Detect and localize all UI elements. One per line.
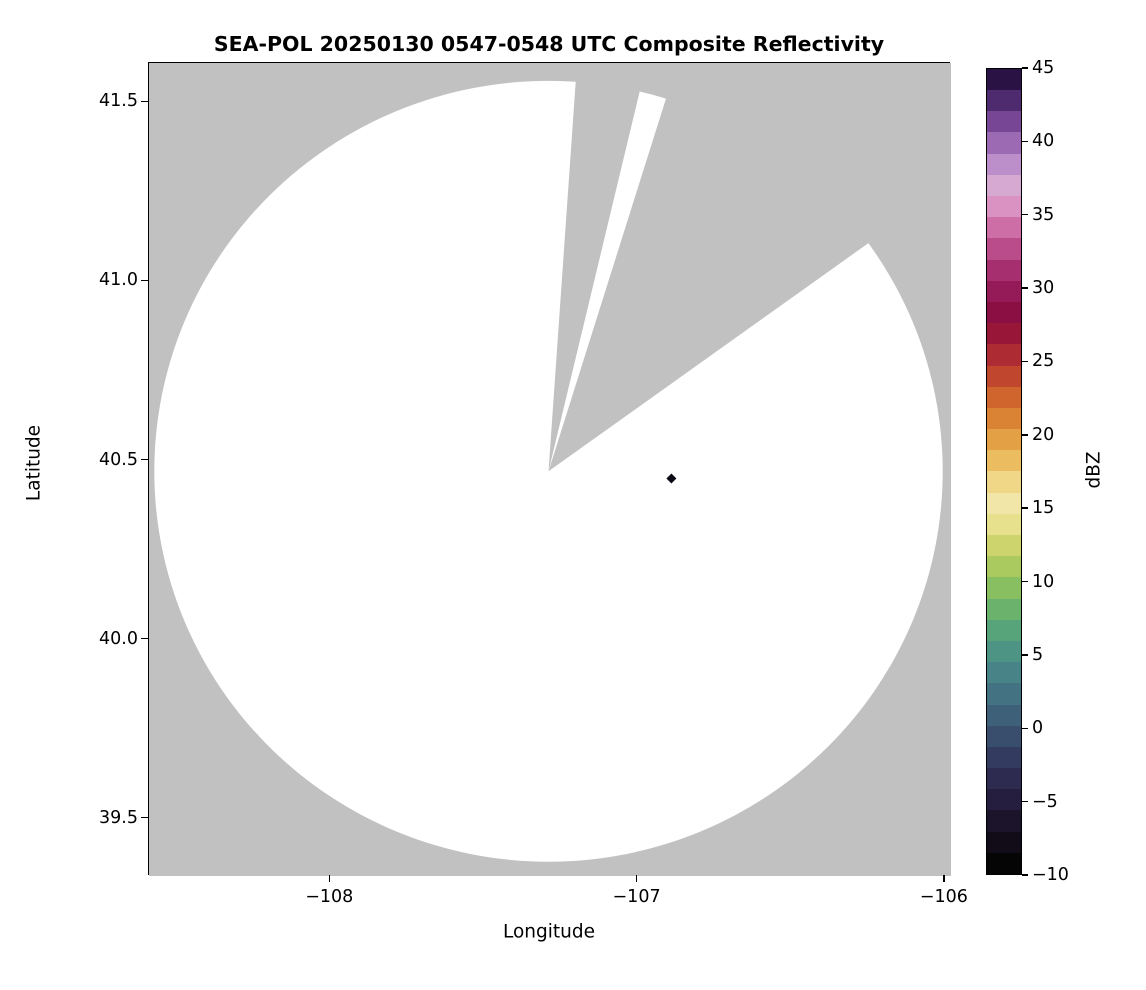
colorbar-band: [987, 619, 1021, 641]
colorbar-band: [987, 344, 1021, 366]
colorbar-tick-label: 30: [1032, 278, 1055, 299]
y-tick-label: 41.0: [99, 270, 138, 291]
colorbar-band: [987, 301, 1021, 324]
colorbar-band: [987, 513, 1021, 535]
colorbar-tick-mark: [1022, 874, 1028, 876]
y-tick-label: 40.5: [99, 449, 138, 470]
y-tick-mark: [141, 637, 148, 640]
x-tick-label: −108: [305, 887, 354, 907]
colorbar-tick-label: 5: [1032, 644, 1044, 665]
colorbar-band: [987, 174, 1021, 196]
colorbar-band: [987, 556, 1021, 578]
colorbar-band: [987, 365, 1021, 387]
colorbar-tick-mark: [1022, 654, 1028, 656]
colorbar-tick-label: 20: [1032, 424, 1055, 445]
colorbar-band: [987, 768, 1021, 790]
colorbar-band: [987, 386, 1021, 408]
colorbar-band: [987, 196, 1021, 218]
colorbar-band: [987, 683, 1021, 705]
colorbar-tick-label: 40: [1032, 131, 1055, 152]
colorbar-band: [987, 90, 1021, 112]
colorbar-band: [987, 746, 1021, 769]
colorbar-band: [987, 153, 1021, 175]
colorbar-tick-mark: [1022, 360, 1028, 363]
colorbar-tick-label: 10: [1032, 571, 1055, 592]
colorbar-band: [987, 68, 1021, 91]
colorbar-tick-mark: [1022, 727, 1028, 730]
colorbar-band: [987, 407, 1021, 430]
figure-title: SEA-POL 20250130 0547-0548 UTC Composite…: [213, 32, 885, 56]
colorbar-label: dBZ: [1083, 451, 1105, 489]
colorbar-tick-mark: [1022, 507, 1028, 509]
colorbar-band: [987, 704, 1021, 726]
y-tick-label: 40.0: [99, 628, 138, 649]
blocked-sector: [548, 63, 951, 472]
colorbar-band: [987, 831, 1021, 853]
colorbar-gradient: [987, 68, 1021, 874]
colorbar-tick-label: −5: [1032, 791, 1058, 812]
y-tick-label: 41.5: [99, 91, 138, 112]
colorbar-band: [987, 598, 1021, 620]
colorbar-band: [987, 471, 1021, 493]
colorbar-tick-mark: [1022, 800, 1028, 803]
colorbar-band: [987, 662, 1021, 684]
colorbar-band: [987, 789, 1021, 811]
colorbar-band: [987, 429, 1021, 451]
colorbar-band: [987, 259, 1021, 281]
radar-ppi-canvas: [149, 63, 951, 876]
y-tick-mark: [141, 279, 148, 282]
colorbar-tick-label: 35: [1032, 204, 1055, 225]
y-tick-mark: [141, 816, 148, 819]
colorbar-band: [987, 810, 1021, 832]
echo-marker: [666, 473, 677, 484]
colorbar-band: [987, 238, 1021, 260]
colorbar-tick-mark: [1022, 213, 1028, 216]
colorbar-band: [987, 640, 1021, 663]
colorbar-band: [987, 725, 1021, 747]
y-tick-mark: [141, 458, 148, 461]
blocked-sector: [548, 63, 647, 472]
x-tick-mark: [943, 875, 945, 882]
x-tick-label: −107: [612, 887, 661, 907]
x-tick-mark: [635, 875, 638, 882]
colorbar-band: [987, 111, 1021, 133]
plot-area: [148, 62, 951, 876]
colorbar-tick-label: −10: [1032, 865, 1069, 885]
colorbar-band: [987, 492, 1021, 514]
colorbar-band: [987, 280, 1021, 302]
y-tick-label: 39.5: [99, 807, 138, 828]
colorbar-band: [987, 450, 1021, 472]
colorbar-tick-mark: [1022, 287, 1028, 289]
colorbar-band: [987, 132, 1021, 154]
colorbar-tick-mark: [1022, 434, 1028, 436]
y-tick-mark: [141, 100, 148, 103]
x-tick-mark: [328, 875, 331, 882]
colorbar-tick-label: 25: [1032, 351, 1055, 372]
x-tick-label: −106: [919, 887, 968, 907]
colorbar-band: [987, 852, 1021, 874]
colorbar-tick-label: 45: [1032, 58, 1055, 78]
colorbar-band: [987, 535, 1021, 557]
colorbar: [986, 68, 1022, 875]
colorbar-tick-mark: [1022, 67, 1028, 69]
colorbar-tick-mark: [1022, 580, 1028, 583]
colorbar-tick-mark: [1022, 140, 1028, 143]
colorbar-band: [987, 323, 1021, 345]
colorbar-band: [987, 577, 1021, 599]
colorbar-band: [987, 217, 1021, 239]
x-axis-label: Longitude: [502, 921, 596, 943]
colorbar-tick-label: 0: [1032, 718, 1044, 739]
colorbar-tick-label: 15: [1032, 498, 1055, 519]
